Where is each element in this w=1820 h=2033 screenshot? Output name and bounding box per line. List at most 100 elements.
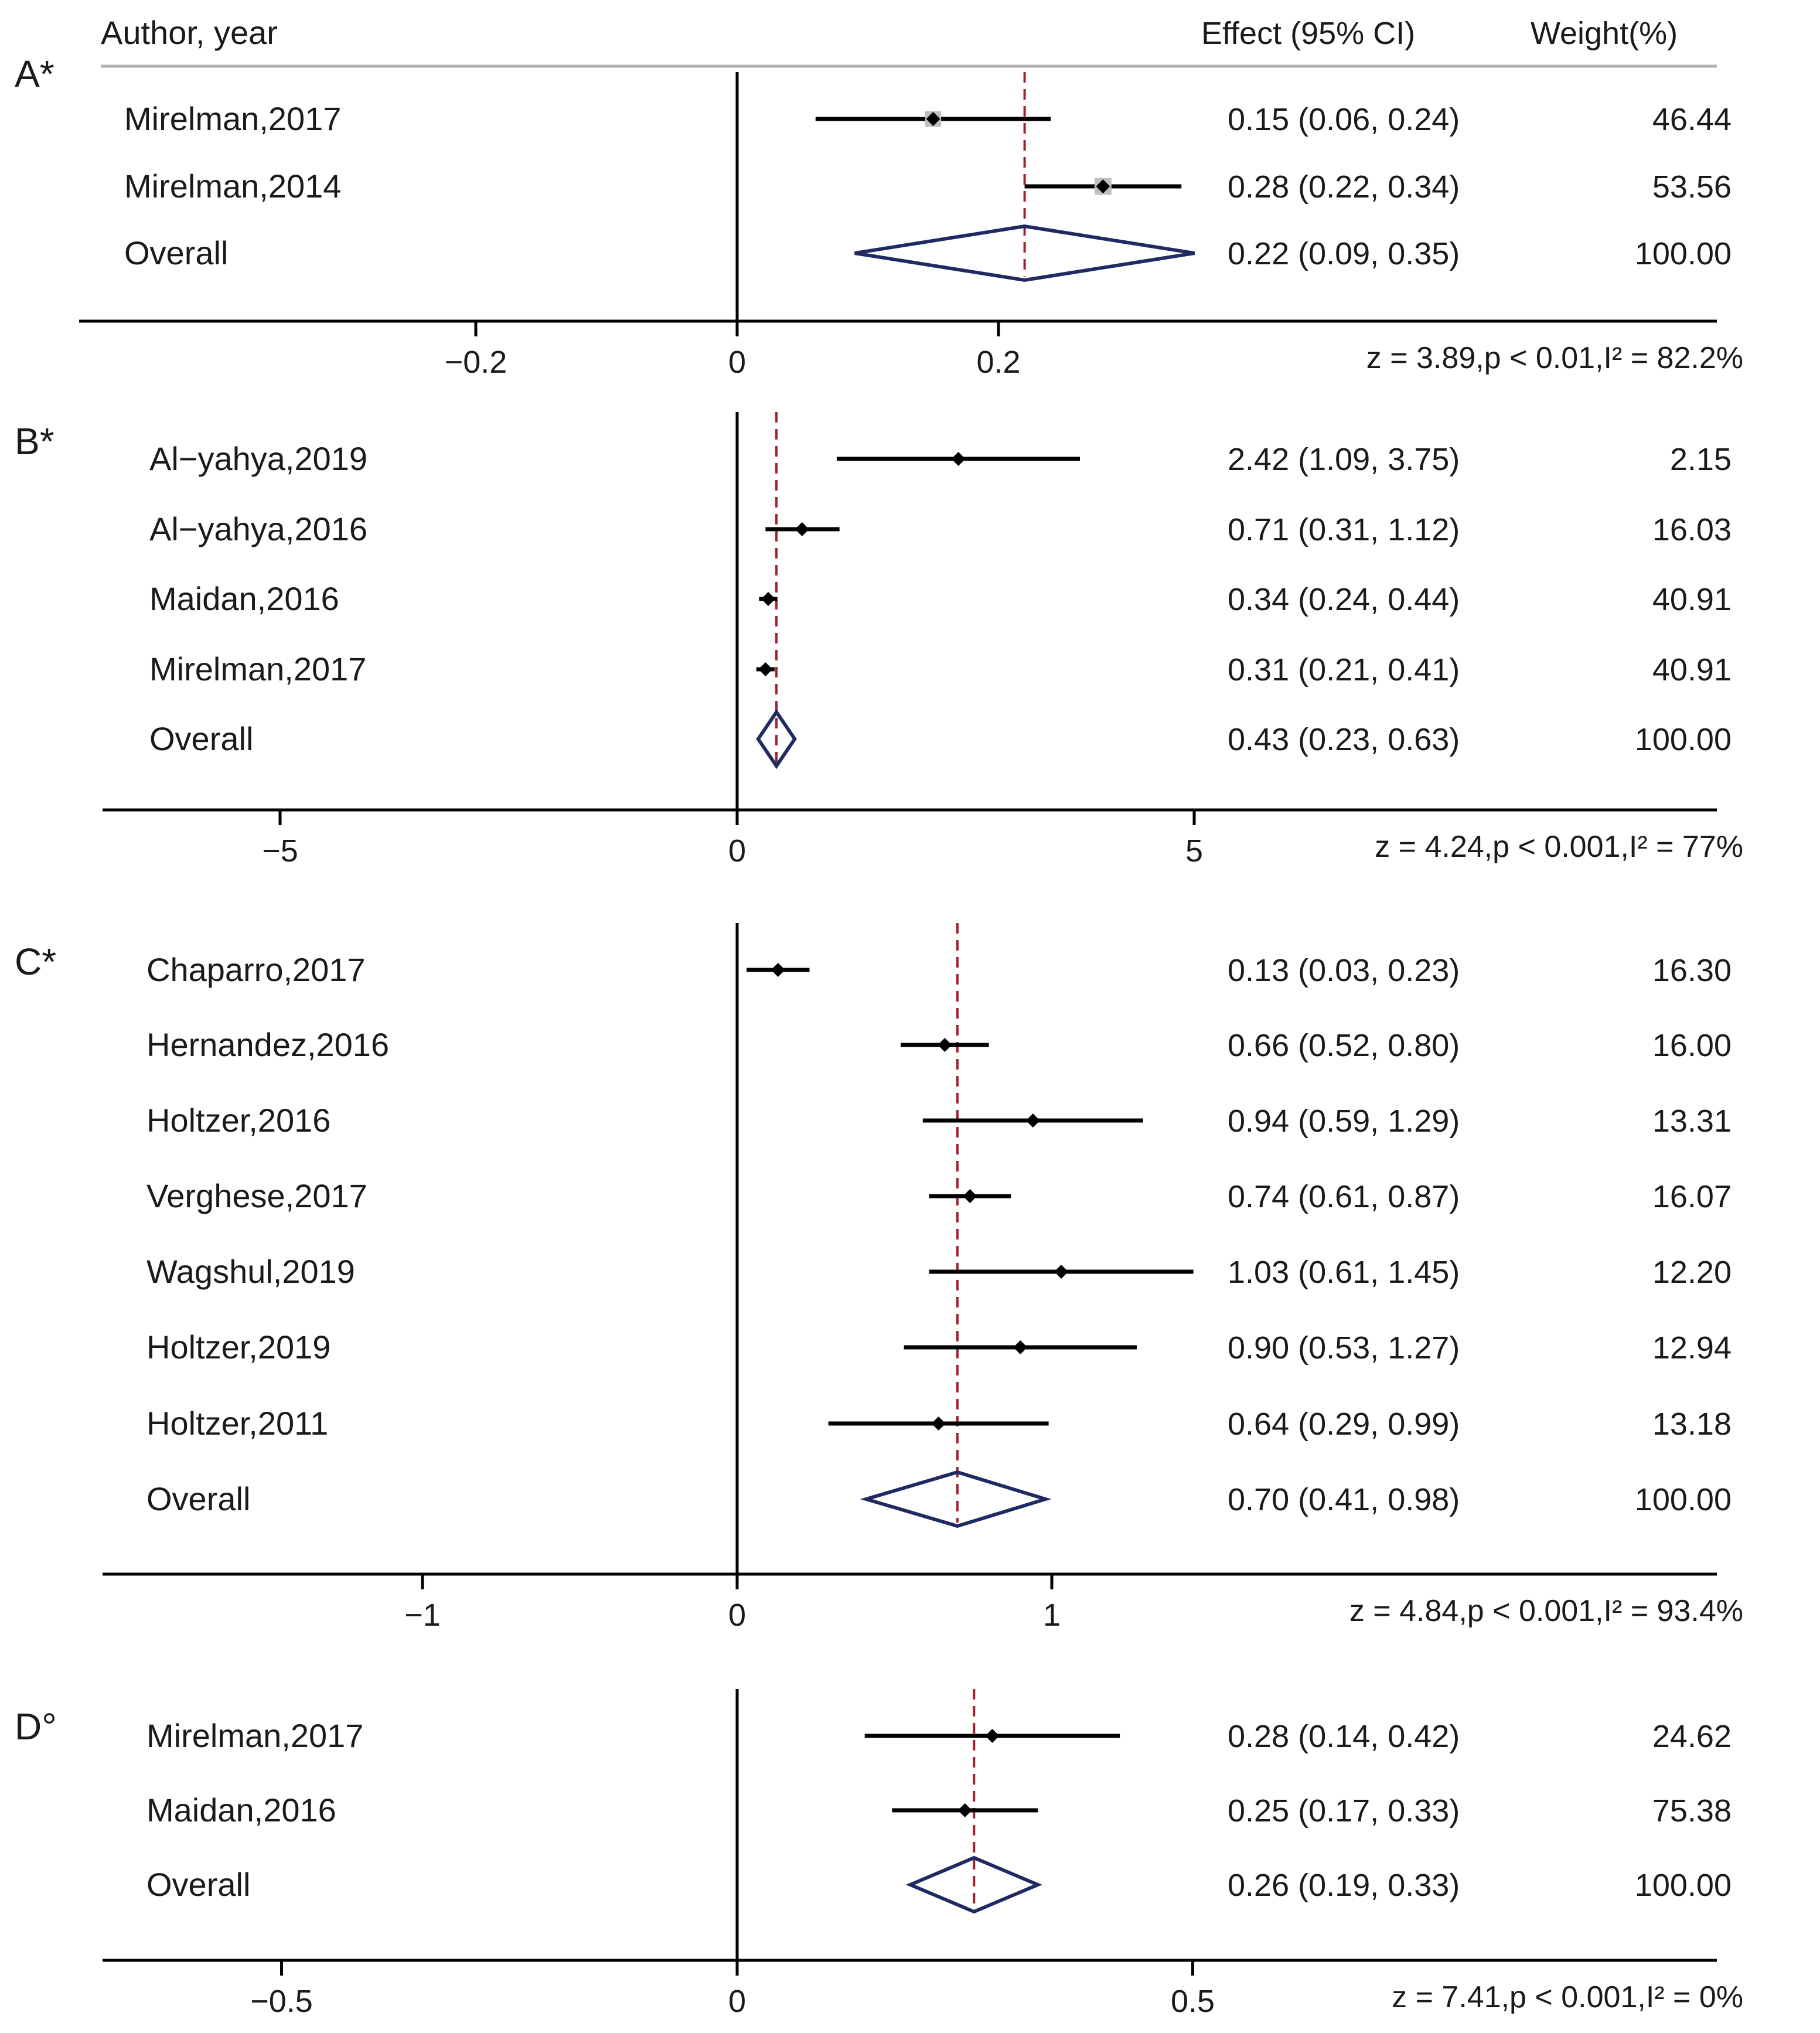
x-tick-label: −0.5 [250,1984,313,2019]
study-effect-ci: 0.28 (0.22, 0.34) [1228,169,1460,205]
study-effect-ci: 0.66 (0.52, 0.80) [1228,1028,1460,1063]
study-point-estimate [1054,1265,1069,1279]
study-name: Hernandez,2016 [146,1026,389,1063]
study-name: Maidan,2016 [146,1792,336,1828]
study-point-estimate [985,1729,1000,1743]
study-weight: 24.62 [1652,1719,1732,1754]
study-effect-ci: 2.42 (1.09, 3.75) [1228,442,1460,477]
study-weight: 13.18 [1652,1407,1732,1442]
study-effect-ci: 0.90 (0.53, 1.27) [1228,1330,1460,1365]
study-point-estimate [938,1038,952,1052]
study-effect-ci: 0.25 (0.17, 0.33) [1228,1793,1460,1828]
heterogeneity-stat: z = 4.24,p < 0.001,I² = 77% [1375,830,1743,864]
x-tick-label: −0.2 [445,345,507,380]
overall-weight: 100.00 [1635,1482,1732,1517]
study-weight: 12.20 [1652,1255,1732,1290]
study-name: Mirelman,2017 [124,100,341,137]
study-weight: 40.91 [1652,652,1732,687]
study-name: Maidan,2016 [149,580,339,617]
overall-diamond [905,1855,1042,1914]
overall-label: Overall [146,1480,250,1517]
x-tick-label: 0 [728,1984,746,2019]
study-weight: 16.03 [1652,512,1732,547]
study-point-estimate [1096,179,1110,193]
study-name: Wagshul,2019 [146,1253,355,1290]
forest-panel-4: D° Mirelman,2017 0.28 (0.14, 0.42) 24.62 Mai… [15,1689,1743,2019]
study-effect-ci: 0.71 (0.31, 1.12) [1228,512,1460,547]
study-name: Mirelman,2017 [146,1717,363,1754]
effect-ci-header: Effect (95% CI) [1201,16,1415,51]
forest-panels: A* Mirelman,2017 0.15 (0.06, 0.24) 46.44 Mir… [15,53,1743,2019]
study-point-estimate [761,592,776,606]
x-tick-label: 5 [1185,833,1203,869]
overall-diamond [854,224,1195,282]
study-weight: 13.31 [1652,1104,1732,1139]
overall-weight: 100.00 [1635,1868,1732,1903]
forest-panel-1: A* Mirelman,2017 0.15 (0.06, 0.24) 46.44 Mir… [15,53,1743,380]
heterogeneity-stat: z = 3.89,p < 0.01,I² = 82.2% [1366,341,1743,375]
study-effect-ci: 0.31 (0.21, 0.41) [1228,652,1460,687]
overall-effect-ci: 0.22 (0.09, 0.35) [1228,236,1460,271]
panel-label: A* [15,53,54,95]
x-tick-label: −1 [404,1598,441,1633]
forest-panel-2: B* Al−yahya,2019 2.42 (1.09, 3.75) 2.15 Al−y… [15,412,1743,869]
study-point-estimate [771,963,785,977]
study-effect-ci: 1.03 (0.61, 1.45) [1228,1255,1460,1290]
study-weight: 12.94 [1652,1330,1732,1365]
x-tick-label: 0.2 [976,345,1020,380]
panel-label: C* [15,941,56,983]
overall-label: Overall [146,1866,250,1903]
panel-label: B* [15,420,54,462]
study-effect-ci: 0.94 (0.59, 1.29) [1228,1104,1460,1139]
overall-label: Overall [124,234,228,271]
study-effect-ci: 0.64 (0.29, 0.99) [1228,1407,1460,1442]
study-weight: 53.56 [1652,169,1732,205]
study-name: Mirelman,2014 [124,168,341,205]
study-effect-ci: 0.28 (0.14, 0.42) [1228,1719,1460,1754]
study-point-estimate [1025,1113,1040,1128]
study-weight: 16.07 [1652,1179,1732,1214]
study-weight: 2.15 [1670,442,1732,477]
heterogeneity-stat: z = 4.84,p < 0.001,I² = 93.4% [1349,1594,1743,1628]
study-name: Holtzer,2011 [146,1405,328,1442]
study-name: Al−yahya,2019 [149,440,367,477]
study-weight: 16.30 [1652,953,1732,988]
study-point-estimate [963,1189,977,1203]
overall-diamond [756,709,797,769]
study-point-estimate [795,522,809,536]
overall-weight: 100.00 [1635,722,1732,757]
study-name: Mirelman,2017 [149,651,366,687]
study-effect-ci: 0.15 (0.06, 0.24) [1228,102,1460,137]
x-tick-label: −5 [262,833,298,869]
overall-effect-ci: 0.43 (0.23, 0.63) [1228,722,1460,757]
study-point-estimate [758,662,773,676]
study-effect-ci: 0.74 (0.61, 0.87) [1228,1179,1460,1214]
column-header-row: Author, year Effect (95% CI) Weight(%) [101,14,1717,68]
study-point-estimate [1013,1340,1028,1354]
overall-effect-ci: 0.70 (0.41, 0.98) [1228,1482,1460,1517]
overall-effect-ci: 0.26 (0.19, 0.33) [1228,1868,1460,1903]
study-name: Al−yahya,2016 [149,510,367,547]
overall-weight: 100.00 [1635,236,1732,271]
study-name: Holtzer,2016 [146,1102,330,1139]
study-point-estimate [926,112,940,126]
heterogeneity-stat: z = 7.41,p < 0.001,I² = 0% [1392,1980,1743,2014]
study-weight: 46.44 [1652,102,1732,137]
panel-label: D° [15,1705,57,1748]
study-name: Verghese,2017 [146,1177,367,1214]
overall-label: Overall [149,720,253,757]
x-tick-label: 0 [728,1598,746,1633]
x-tick-label: 0 [728,345,746,380]
study-name: Holtzer,2019 [146,1329,330,1365]
study-weight: 40.91 [1652,582,1732,617]
study-weight: 16.00 [1652,1028,1732,1063]
study-effect-ci: 0.13 (0.03, 0.23) [1228,953,1460,988]
study-effect-ci: 0.34 (0.24, 0.44) [1228,582,1460,617]
x-tick-label: 0 [728,833,746,869]
study-name: Chaparro,2017 [146,951,366,988]
study-point-estimate [957,1803,972,1817]
x-tick-label: 1 [1043,1598,1061,1633]
x-tick-label: 0.5 [1171,1984,1215,2019]
